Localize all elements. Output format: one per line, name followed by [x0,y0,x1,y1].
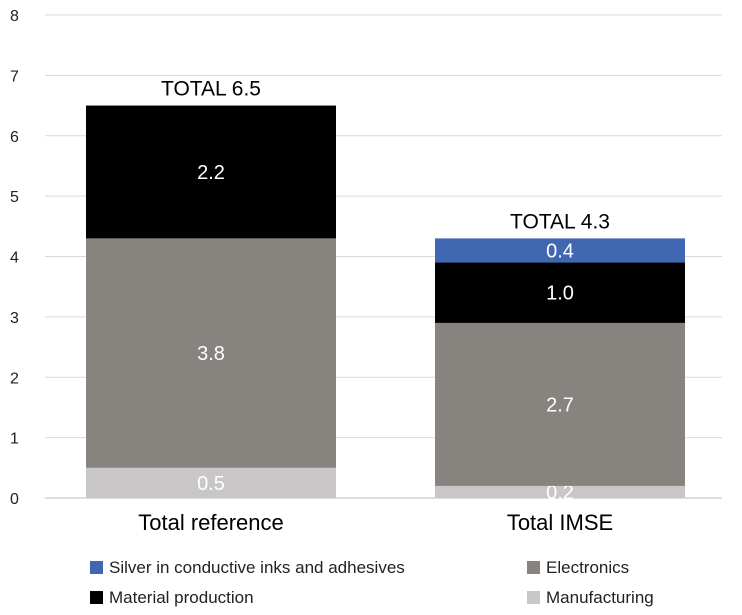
legend-label: Silver in conductive inks and adhesives [109,558,405,577]
bars: 0.5 3.8 2.2 TOTAL 6.5 0.2 2.7 1.0 0.4 TOTAL 4.3 [86,78,685,504]
data-label: 2.7 [546,394,574,416]
y-tick-label: 3 [10,310,19,327]
data-label: 2.2 [197,162,225,184]
y-tick-label: 1 [10,431,19,448]
x-axis-labels: Total reference Total IMSE [138,510,613,535]
data-label: 0.4 [546,240,574,262]
legend-label: Manufacturing [546,588,654,607]
total-label: TOTAL 6.5 [161,78,261,101]
y-tick-label: 5 [10,189,19,206]
category-label: Total reference [138,510,284,535]
legend-swatch [527,591,540,604]
total-label: TOTAL 4.3 [510,210,610,233]
y-axis-ticks: 0 1 2 3 4 5 6 7 8 [10,8,19,508]
data-label: 0.2 [546,482,574,504]
bar-segment [435,262,685,323]
y-tick-label: 2 [10,370,19,387]
bar-segment [435,238,685,263]
legend-label: Electronics [546,558,629,577]
category-label: Total IMSE [507,510,613,535]
y-tick-label: 0 [10,491,19,508]
legend-swatch [527,561,540,574]
data-label: 3.8 [197,343,225,365]
bar-segment [435,485,685,498]
data-label: 1.0 [546,283,574,305]
bar-segment [435,322,685,486]
legend-swatch [90,591,103,604]
y-tick-label: 7 [10,68,19,85]
data-label: 0.5 [197,473,225,495]
bar-segment [86,238,336,468]
y-tick-label: 4 [10,250,19,267]
y-tick-label: 6 [10,129,19,146]
legend-swatch [90,561,103,574]
legend-label: Material production [109,588,254,607]
bar-segment [86,105,336,239]
legend: Silver in conductive inks and adhesives E… [90,558,654,607]
bar-segment [86,467,336,498]
y-tick-label: 8 [10,8,19,25]
